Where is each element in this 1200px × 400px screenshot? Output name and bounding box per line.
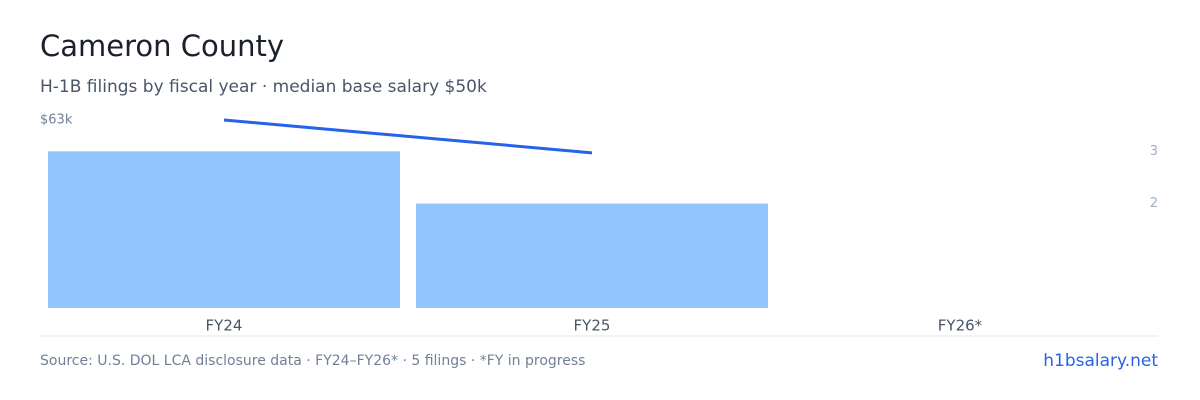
x-tick-label: FY24 xyxy=(206,317,243,335)
bar xyxy=(416,203,768,308)
x-tick-label: FY25 xyxy=(574,317,611,335)
chart-subtitle: H-1B filings by fiscal year · median bas… xyxy=(40,77,487,97)
y2-tick-label: 2 xyxy=(1150,196,1158,211)
y-tick-label: $63k xyxy=(40,113,73,128)
y2-tick-label: 3 xyxy=(1150,144,1158,159)
chart-title: Cameron County xyxy=(40,29,284,63)
line xyxy=(223,118,593,155)
bar xyxy=(48,151,400,308)
source-note: Source: U.S. DOL LCA disclosure data · F… xyxy=(40,353,585,369)
site-link[interactable]: h1bsalary.net xyxy=(1043,351,1158,371)
x-tick-label: FY26* xyxy=(938,317,983,335)
